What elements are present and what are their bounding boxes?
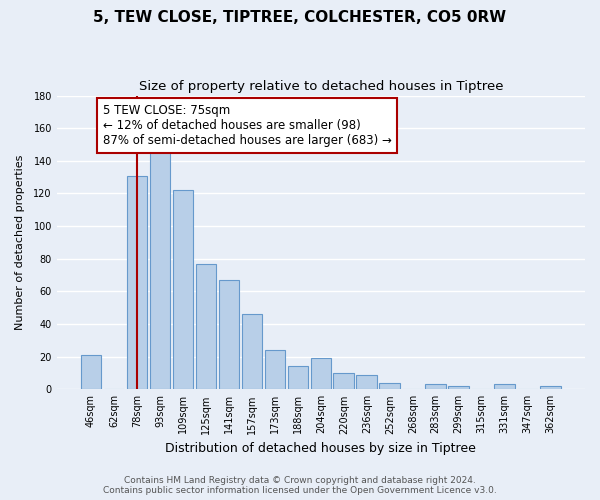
Bar — [334, 373, 354, 390]
Bar — [218, 280, 239, 390]
Bar — [242, 314, 262, 390]
Bar — [81, 355, 101, 390]
Bar — [173, 190, 193, 390]
Bar — [425, 384, 446, 390]
Text: 5 TEW CLOSE: 75sqm
← 12% of detached houses are smaller (98)
87% of semi-detache: 5 TEW CLOSE: 75sqm ← 12% of detached hou… — [103, 104, 391, 146]
X-axis label: Distribution of detached houses by size in Tiptree: Distribution of detached houses by size … — [166, 442, 476, 455]
Bar — [379, 383, 400, 390]
Title: Size of property relative to detached houses in Tiptree: Size of property relative to detached ho… — [139, 80, 503, 93]
Bar — [448, 386, 469, 390]
Text: 5, TEW CLOSE, TIPTREE, COLCHESTER, CO5 0RW: 5, TEW CLOSE, TIPTREE, COLCHESTER, CO5 0… — [94, 10, 506, 25]
Bar — [196, 264, 216, 390]
Bar — [311, 358, 331, 390]
Bar — [149, 150, 170, 390]
Y-axis label: Number of detached properties: Number of detached properties — [15, 154, 25, 330]
Text: Contains HM Land Registry data © Crown copyright and database right 2024.
Contai: Contains HM Land Registry data © Crown c… — [103, 476, 497, 495]
Bar — [541, 386, 561, 390]
Bar — [494, 384, 515, 390]
Bar — [287, 366, 308, 390]
Bar — [127, 176, 148, 390]
Bar — [265, 350, 285, 390]
Bar — [356, 374, 377, 390]
